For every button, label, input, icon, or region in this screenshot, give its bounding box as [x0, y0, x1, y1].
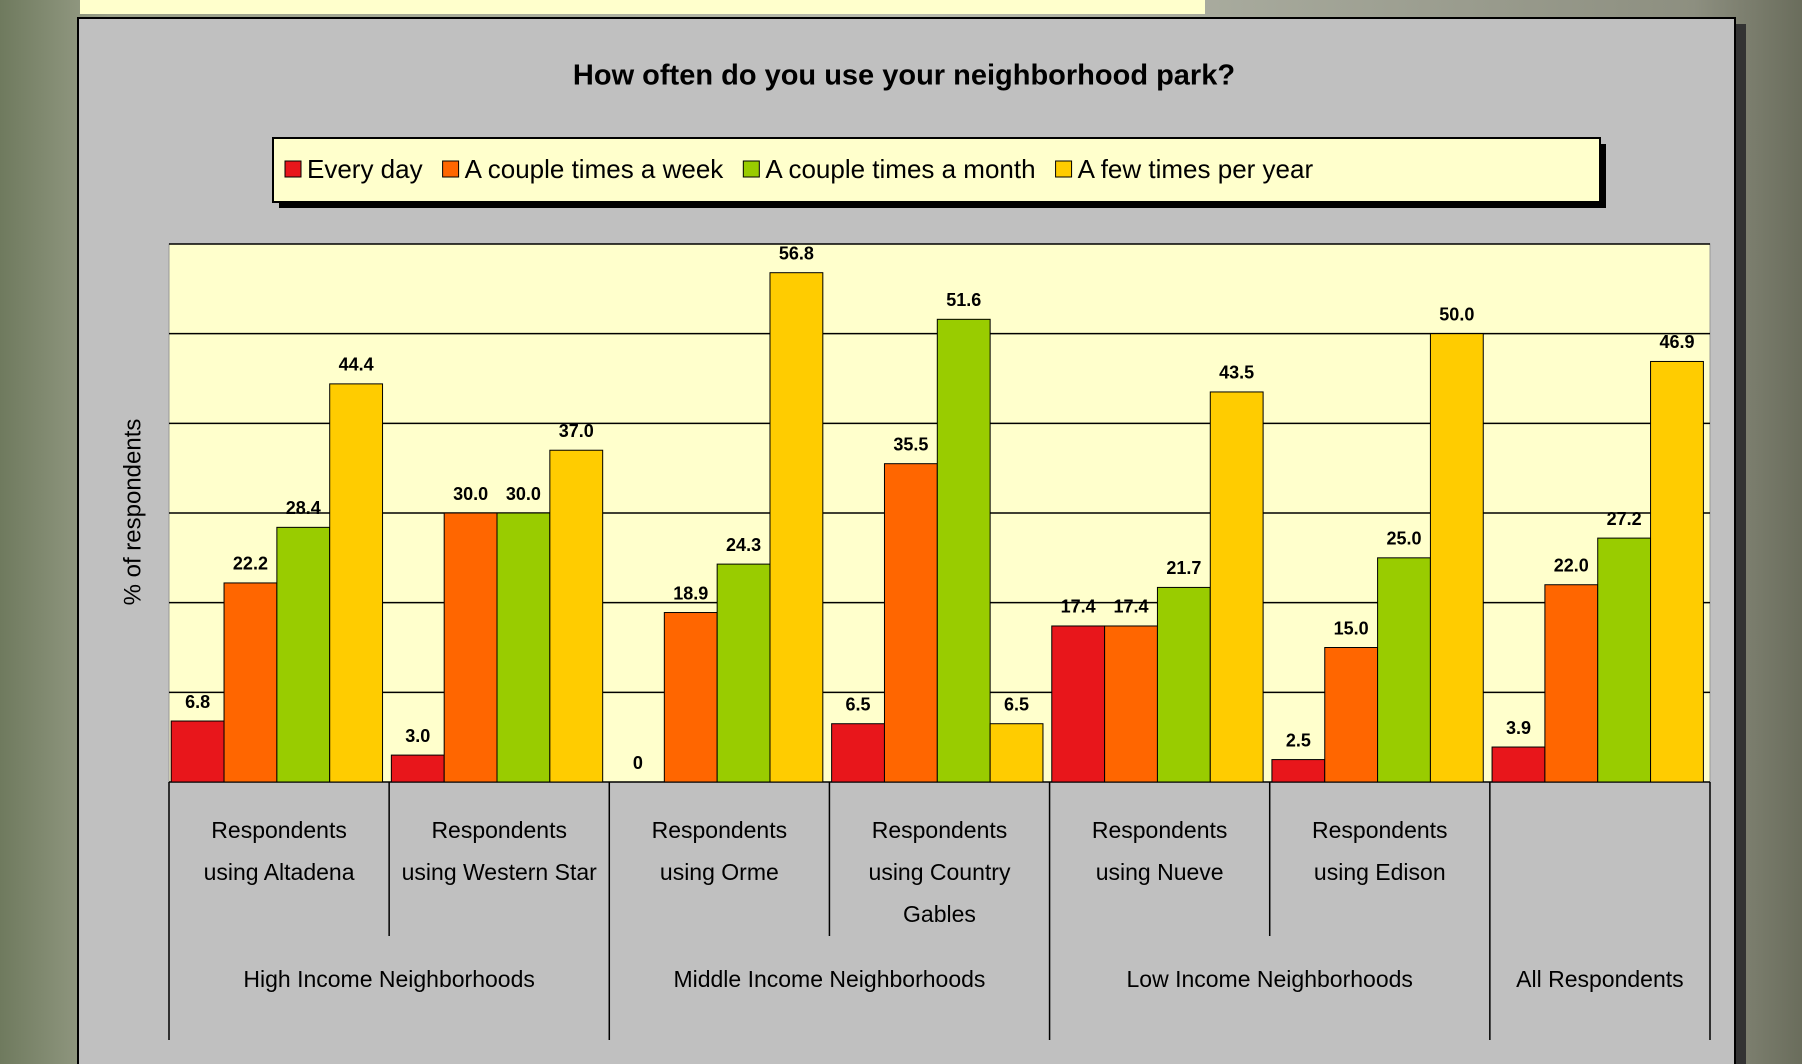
x-tick-label: Respondents using Western Star: [401, 817, 597, 885]
legend-label: A couple times a week: [465, 154, 725, 184]
bar: [443, 512, 498, 783]
data-label: 30.0: [453, 484, 488, 504]
y-axis-label: % of respondents: [119, 419, 146, 606]
data-label: 35.5: [893, 434, 928, 454]
data-label: 6.8: [185, 692, 210, 712]
bar: [223, 582, 278, 783]
data-label: 44.4: [339, 355, 374, 375]
bar: [496, 512, 551, 783]
x-tick-label: Respondents using Altadena: [203, 817, 355, 885]
data-label: 51.6: [946, 290, 981, 310]
data-label: 50.0: [1439, 304, 1474, 324]
bar: [1491, 746, 1546, 783]
x-tick-label: Respondents using Country Gables: [868, 817, 1011, 927]
x-tick-label: Respondents using Orme: [651, 817, 788, 885]
bar: [989, 723, 1044, 783]
data-label: 46.9: [1659, 332, 1694, 352]
bar: [1104, 625, 1158, 783]
data-label: 24.3: [726, 535, 761, 555]
data-label: 17.4: [1114, 597, 1149, 617]
bar: [329, 383, 384, 783]
group-label: Low Income Neighborhoods: [1126, 966, 1413, 992]
legend-swatch: [284, 160, 302, 178]
legend-label: A couple times a month: [765, 154, 1035, 184]
bar: [1650, 360, 1704, 783]
data-label: 30.0: [506, 484, 541, 504]
legend-swatch: [742, 160, 760, 178]
bar: [1209, 391, 1264, 783]
bar: [1597, 537, 1652, 783]
data-label: 2.5: [1286, 730, 1311, 750]
bar: [1051, 625, 1106, 783]
data-label: 43.5: [1219, 363, 1254, 383]
bar: [769, 272, 824, 783]
data-label: 17.4: [1061, 597, 1096, 617]
data-label: 25.0: [1386, 529, 1421, 549]
legend: [272, 137, 1601, 203]
data-label: 3.9: [1506, 718, 1531, 738]
group-label: All Respondents: [1516, 966, 1684, 992]
bar: [1377, 557, 1431, 783]
bar: [170, 720, 225, 783]
bar: [1156, 586, 1211, 783]
data-label: 56.8: [779, 243, 814, 263]
bar: [1271, 759, 1326, 783]
group-label: Middle Income Neighborhoods: [673, 966, 986, 992]
x-tick-label: Respondents using Nueve: [1091, 817, 1228, 885]
bar: [883, 463, 938, 783]
legend-label: Every day: [307, 154, 423, 184]
data-label: 0: [633, 753, 643, 773]
bar: [716, 563, 771, 783]
data-label: 21.7: [1166, 558, 1201, 578]
data-label: 6.5: [846, 694, 871, 714]
data-label: 27.2: [1607, 509, 1642, 529]
bar: [831, 723, 885, 783]
legend-label: A few times per year: [1078, 154, 1314, 184]
bar: [1324, 647, 1379, 783]
x-tick-label: Respondents using Edison: [1312, 817, 1448, 885]
data-label: 18.9: [673, 583, 708, 603]
data-label: 3.0: [405, 726, 430, 746]
bar: [1429, 333, 1484, 783]
data-label: 37.0: [559, 421, 594, 441]
bar: [390, 754, 445, 783]
group-label: High Income Neighborhoods: [243, 966, 535, 992]
legend-swatch: [442, 160, 460, 178]
chart-title: How often do you use your neighborhood p…: [573, 60, 1235, 92]
bar: [276, 526, 331, 783]
bar: [549, 449, 604, 783]
data-label: 6.5: [1004, 694, 1029, 714]
header-strip: [80, 0, 1205, 14]
data-label: 22.2: [233, 554, 268, 574]
bar: [936, 318, 991, 783]
legend-swatch: [1055, 160, 1073, 178]
data-label: 15.0: [1334, 618, 1369, 638]
bar: [663, 612, 718, 783]
data-label: 28.4: [286, 498, 321, 518]
bar: [1544, 584, 1599, 783]
data-label: 22.0: [1554, 555, 1589, 575]
